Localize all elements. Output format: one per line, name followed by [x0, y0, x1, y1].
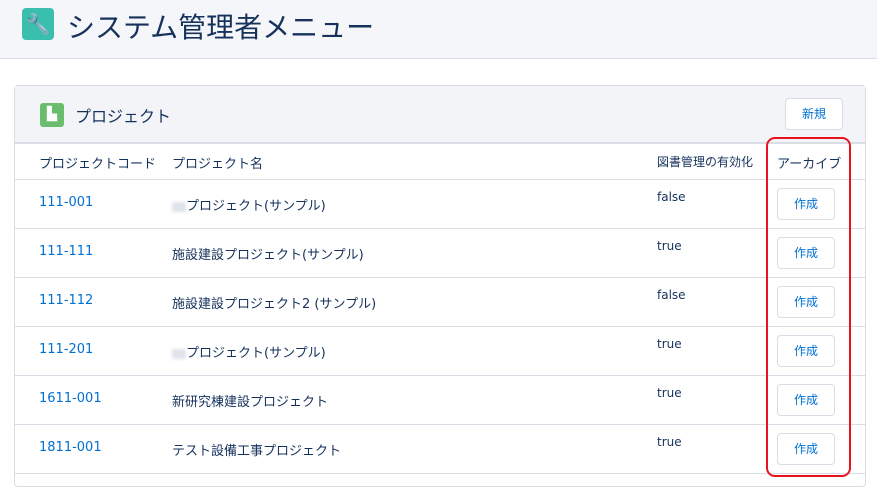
new-button[interactable]: 新規: [785, 98, 843, 130]
table-row: 111-201 プロジェクト(サンプル) true 作成: [15, 327, 865, 376]
project-card: ▙ プロジェクト 新規 プロジェクトコード プロジェクト名 図書管理の有効化 ア…: [14, 85, 866, 487]
redacted-text: [172, 348, 186, 359]
project-name-cell: 新研究棟建設プロジェクト: [172, 391, 328, 410]
table-row: 111-111 施設建設プロジェクト(サンプル) true 作成: [15, 229, 865, 278]
column-header-library: 図書管理の有効化: [657, 155, 754, 169]
table-row: 111-112 施設建設プロジェクト2 (サンプル) false 作成: [15, 278, 865, 327]
table-row: 1611-001 新研究棟建設プロジェクト true 作成: [15, 376, 865, 425]
column-header-name: プロジェクト名: [172, 157, 264, 172]
archive-create-button[interactable]: 作成: [777, 433, 835, 465]
project-name: テスト設備工事プロジェクト: [172, 444, 342, 459]
project-code-link[interactable]: 111-001: [39, 195, 94, 210]
archive-column-highlight: [766, 137, 851, 477]
archive-create-button[interactable]: 作成: [777, 335, 835, 367]
factory-icon: ▙: [40, 103, 64, 127]
column-header-code: プロジェクトコード: [39, 157, 157, 172]
column-header-archive: アーカイブ: [777, 157, 842, 172]
archive-create-button[interactable]: 作成: [777, 188, 835, 220]
library-enabled: true: [657, 337, 682, 351]
project-name: プロジェクト(サンプル): [186, 199, 326, 214]
project-code-link[interactable]: 1611-001: [39, 391, 102, 406]
project-name: プロジェクト(サンプル): [186, 346, 326, 361]
library-enabled: false: [657, 190, 686, 204]
project-name: 施設建設プロジェクト2 (サンプル): [172, 297, 377, 312]
library-enabled: true: [657, 386, 682, 400]
page-header: 🔧 システム管理者メニュー: [0, 0, 877, 59]
project-name-cell: 施設建設プロジェクト(サンプル): [172, 244, 364, 263]
project-name: 施設建設プロジェクト(サンプル): [172, 248, 364, 263]
archive-create-button[interactable]: 作成: [777, 384, 835, 416]
table-row: 111-001 プロジェクト(サンプル) false 作成: [15, 180, 865, 229]
archive-create-button[interactable]: 作成: [777, 286, 835, 318]
project-code-link[interactable]: 111-112: [39, 293, 94, 308]
project-name-cell: プロジェクト(サンプル): [172, 195, 326, 214]
library-enabled: false: [657, 288, 686, 302]
wrench-icon: 🔧: [22, 8, 54, 40]
project-code-link[interactable]: 111-201: [39, 342, 94, 357]
library-enabled: true: [657, 435, 682, 449]
page-title: システム管理者メニュー: [67, 11, 375, 44]
project-code-link[interactable]: 1811-001: [39, 440, 102, 455]
library-enabled: true: [657, 239, 682, 253]
table-row: 1811-001 テスト設備工事プロジェクト true 作成: [15, 425, 865, 474]
project-name-cell: プロジェクト(サンプル): [172, 342, 326, 361]
card-header: ▙ プロジェクト 新規: [15, 86, 865, 144]
project-name: 新研究棟建設プロジェクト: [172, 395, 329, 410]
redacted-text: [172, 201, 186, 212]
archive-create-button[interactable]: 作成: [777, 237, 835, 269]
project-name-cell: テスト設備工事プロジェクト: [172, 440, 341, 459]
project-name-cell: 施設建設プロジェクト2 (サンプル): [172, 293, 376, 312]
project-code-link[interactable]: 111-111: [39, 244, 94, 259]
card-title: プロジェクト: [75, 107, 172, 126]
table-header: プロジェクトコード プロジェクト名 図書管理の有効化 アーカイブ: [15, 144, 865, 180]
